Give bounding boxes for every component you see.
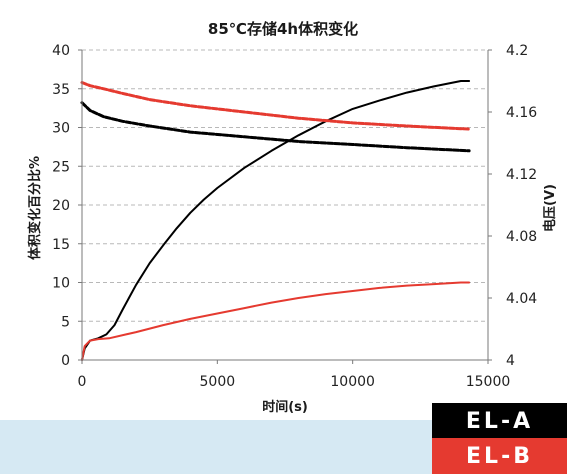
x-tick-label: 0 [78,374,87,390]
y-right-tick-label: 4.08 [506,229,537,245]
legend-label-el-a: EL-A [465,408,534,434]
x-tick-label: 15000 [466,374,511,390]
y-axis-right-label: 电压(V) [542,184,558,232]
y-right-tick-label: 4.2 [506,43,528,59]
x-tick-label: 10000 [330,374,375,390]
chart-panel: 0 5 10 15 20 25 30 35 40 4 4.04 4.08 4.12 4.16 4.2 0 500… [0,0,567,420]
grid-lines [82,49,488,322]
y-right-tick-label: 4.16 [506,105,537,121]
series-line-el-a-voltage [80,101,471,153]
legend-item-el-a: EL-A [432,403,567,439]
series-line-el-a-volume [81,80,471,361]
y-left-tick-label: 20 [52,198,70,214]
legend-label-el-b: EL-B [466,443,533,469]
y-axis-left-label: 体积变化百分比% [27,156,43,260]
y-left-tick-label: 25 [52,159,70,175]
y-right-tick-label: 4.12 [506,167,537,183]
line-chart: 0 5 10 15 20 25 30 35 40 4 4.04 4.08 4.12 4.16 4.2 0 500… [27,20,558,415]
y-right-tick-label: 4 [506,353,515,369]
chart-title: 85℃存储4h体积变化 [208,20,358,38]
y-right-tick-label: 4.04 [506,291,537,307]
y-left-tick-label: 10 [52,276,70,292]
y-left-tick-label: 0 [61,353,70,369]
y-left-tick-label: 15 [52,237,70,253]
series-line-el-b-volume [81,281,471,361]
y-left-tick-label: 35 [52,82,70,98]
legend-item-el-b: EL-B [432,438,567,474]
series-line-el-b-voltage [80,81,471,131]
axes [78,49,492,364]
y-left-tick-label: 5 [61,314,70,330]
x-axis-label: 时间(s) [262,399,308,415]
tick-labels: 0 5 10 15 20 25 30 35 40 4 4.04 4.08 4.12 4.16 4.2 0 500… [52,43,537,390]
y-left-tick-label: 30 [52,121,70,137]
x-tick-label: 5000 [200,374,236,390]
series-layer [80,80,471,361]
y-left-tick-label: 40 [52,43,70,59]
